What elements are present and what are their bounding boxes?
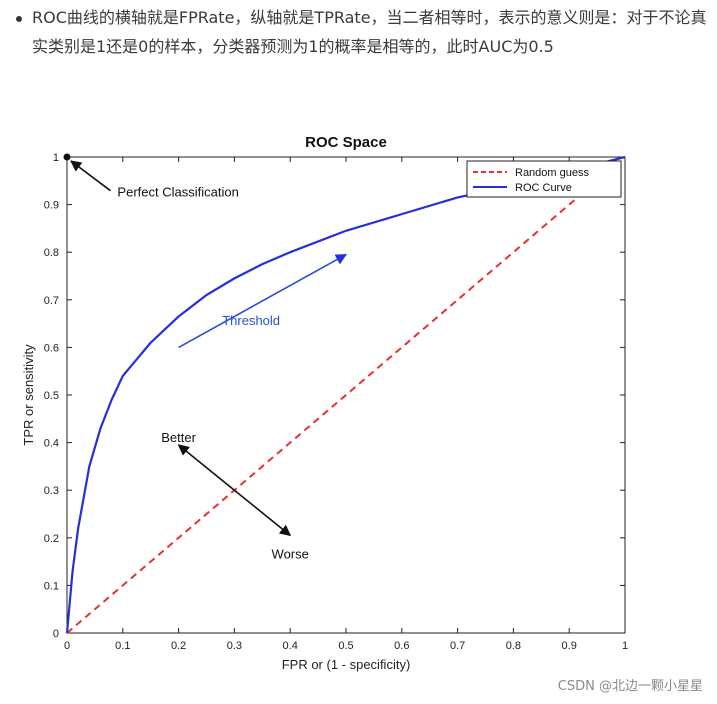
x-axis-label: FPR or (1 - specificity) [282, 657, 411, 672]
annotation-label: Better [161, 430, 196, 445]
x-tick-label: 0.9 [562, 640, 577, 652]
watermark: CSDN @北边一颗小星星 [557, 679, 703, 694]
annotation-perfect-classification: Perfect Classification [63, 153, 239, 200]
y-tick-label: 0.7 [44, 295, 59, 307]
x-tick-label: 0.1 [115, 640, 130, 652]
annotation-threshold: Threshold [178, 253, 347, 349]
perfect-point [63, 153, 71, 161]
annotation-label: Worse [272, 546, 309, 561]
x-tick-label: 0.5 [338, 640, 353, 652]
x-tick-label: 0.4 [283, 640, 298, 652]
series-line-roc-curve [65, 155, 626, 634]
series-line-random-guess [66, 156, 626, 634]
bullet-dot-icon [16, 16, 22, 22]
y-tick-label: 1 [53, 152, 59, 164]
y-tick-label: 0.6 [44, 342, 59, 354]
y-tick-label: 0.2 [44, 533, 59, 545]
chart-title: ROC Space [305, 134, 387, 151]
y-axis-label: TPR or sensitivity [21, 344, 36, 446]
x-tick-label: 0.8 [506, 640, 521, 652]
y-tick-label: 0 [53, 628, 59, 640]
y-tick-label: 0.8 [44, 247, 59, 259]
y-tick-label: 0.5 [44, 390, 59, 402]
legend-label: Random guess [515, 167, 589, 179]
x-tick-label: 0.7 [450, 640, 465, 652]
x-tick-label: 0 [64, 640, 70, 652]
y-tick-label: 0.9 [44, 200, 59, 212]
annotation-label: Threshold [222, 313, 280, 328]
perfect-label: Perfect Classification [117, 185, 238, 200]
annotation-arrow [177, 444, 235, 491]
x-tick-label: 1 [622, 640, 628, 652]
paragraph-text: ROC曲线的横轴就是FPRate，纵轴就是TPRate，当二者相等时，表示的意义… [32, 8, 707, 56]
y-tick-label: 0.1 [44, 580, 59, 592]
annotation-arrow [178, 253, 347, 349]
roc-chart: ROC Space 0 0.1 0.2 0.3 0.4 0.5 0.6 0.7 0.8 0.9 1 0 0… [21, 134, 628, 672]
annotation-worse: Worse [233, 489, 309, 561]
y-tick-label: 0.3 [44, 485, 59, 497]
legend-label: ROC Curve [515, 182, 572, 194]
annotation-arrow [233, 489, 292, 537]
bullet-paragraph: ROC曲线的横轴就是FPRate，纵轴就是TPRate，当二者相等时，表示的意义… [8, 3, 708, 61]
legend: Random guess ROC Curve [466, 160, 622, 198]
y-tick-label: 0.4 [44, 438, 59, 450]
legend-box [466, 160, 622, 198]
perfect-arrow [70, 160, 111, 192]
x-tick-label: 0.2 [171, 640, 186, 652]
x-tick-label: 0.6 [394, 640, 409, 652]
annotation-better: Better [161, 430, 235, 491]
x-tick-label: 0.3 [227, 640, 242, 652]
